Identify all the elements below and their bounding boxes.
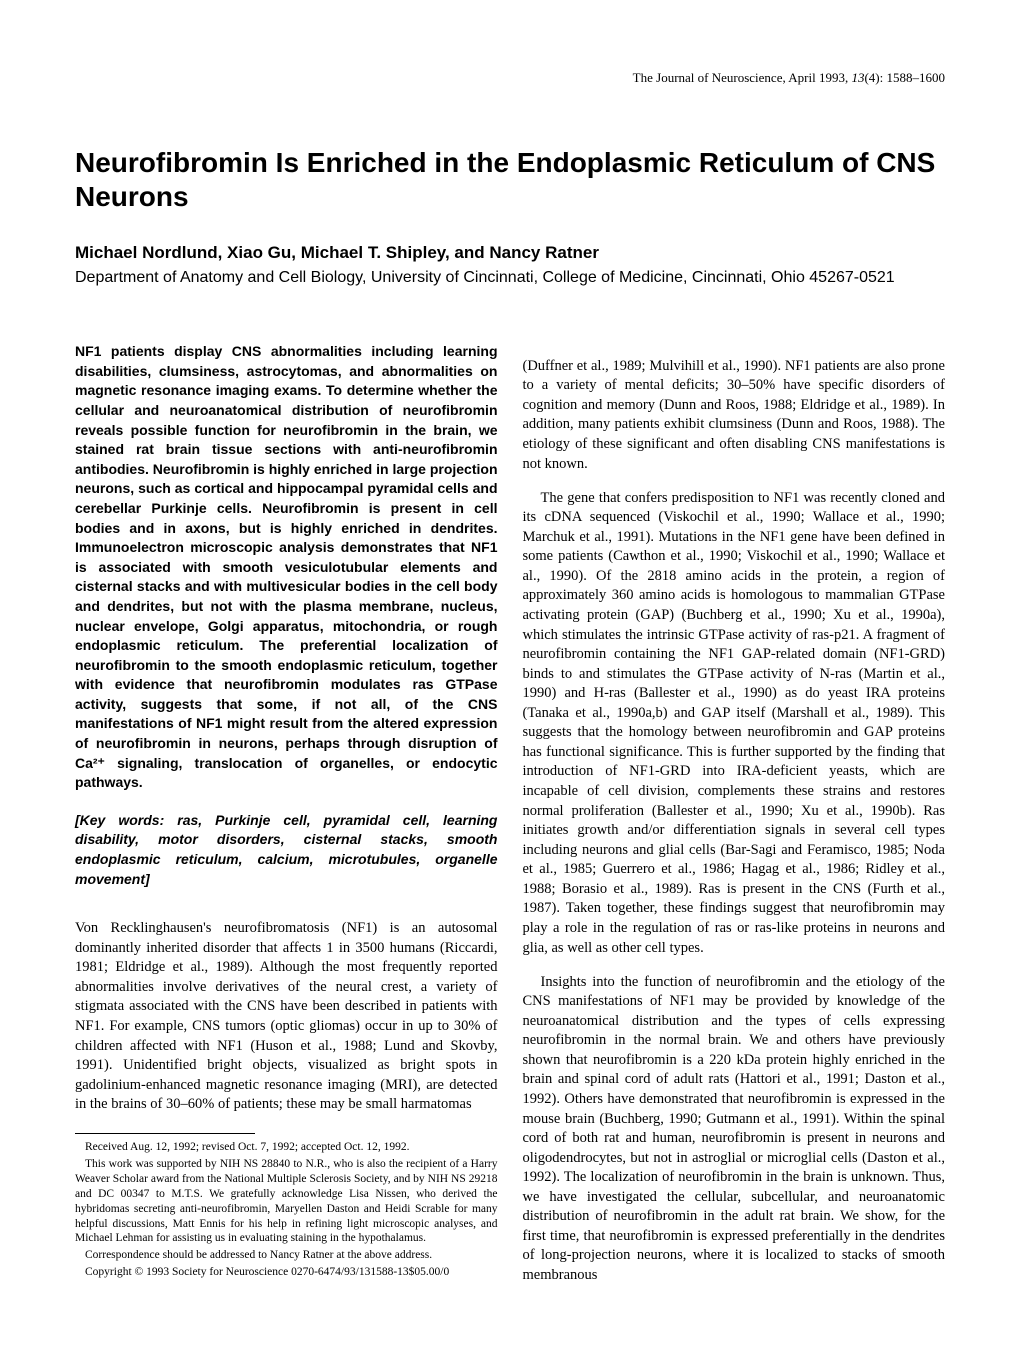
body-paragraph-2: The gene that confers predisposition to … [523, 489, 946, 959]
article-title: Neurofibromin Is Enriched in the Endopla… [75, 146, 945, 213]
affiliation: Department of Anatomy and Cell Biology, … [75, 269, 945, 287]
body-paragraph-3: Insights into the function of neurofibro… [523, 973, 946, 1286]
body-paragraph-1: (Duffner et al., 1989; Mulvihill et al.,… [523, 357, 946, 474]
footnote-received: Received Aug. 12, 1992; revised Oct. 7, … [75, 1140, 498, 1155]
footnote-support: This work was supported by NIH NS 28840 … [75, 1157, 498, 1247]
page-range: (4): 1588–1600 [864, 70, 945, 85]
two-column-layout: NF1 patients display CNS abnormalities i… [75, 342, 945, 1285]
right-column: (Duffner et al., 1989; Mulvihill et al.,… [523, 342, 946, 1285]
left-column: NF1 patients display CNS abnormalities i… [75, 342, 498, 1285]
running-header: The Journal of Neuroscience, April 1993,… [75, 70, 945, 86]
footnote-block: Received Aug. 12, 1992; revised Oct. 7, … [75, 1140, 498, 1280]
footnote-correspondence: Correspondence should be addressed to Na… [75, 1248, 498, 1263]
author-list: Michael Nordlund, Xiao Gu, Michael T. Sh… [75, 243, 945, 263]
abstract-text: NF1 patients display CNS abnormalities i… [75, 342, 498, 793]
keywords-text: [Key words: ras, Purkinje cell, pyramida… [75, 811, 498, 889]
issue-date: April 1993, [786, 70, 852, 85]
volume-number: 13 [851, 70, 864, 85]
journal-name: The Journal of Neuroscience, [633, 70, 786, 85]
footnote-copyright: Copyright © 1993 Society for Neuroscienc… [75, 1265, 498, 1280]
footnote-divider [75, 1133, 255, 1134]
intro-paragraph-left: Von Recklinghausen's neurofibromatosis (… [75, 919, 498, 1115]
